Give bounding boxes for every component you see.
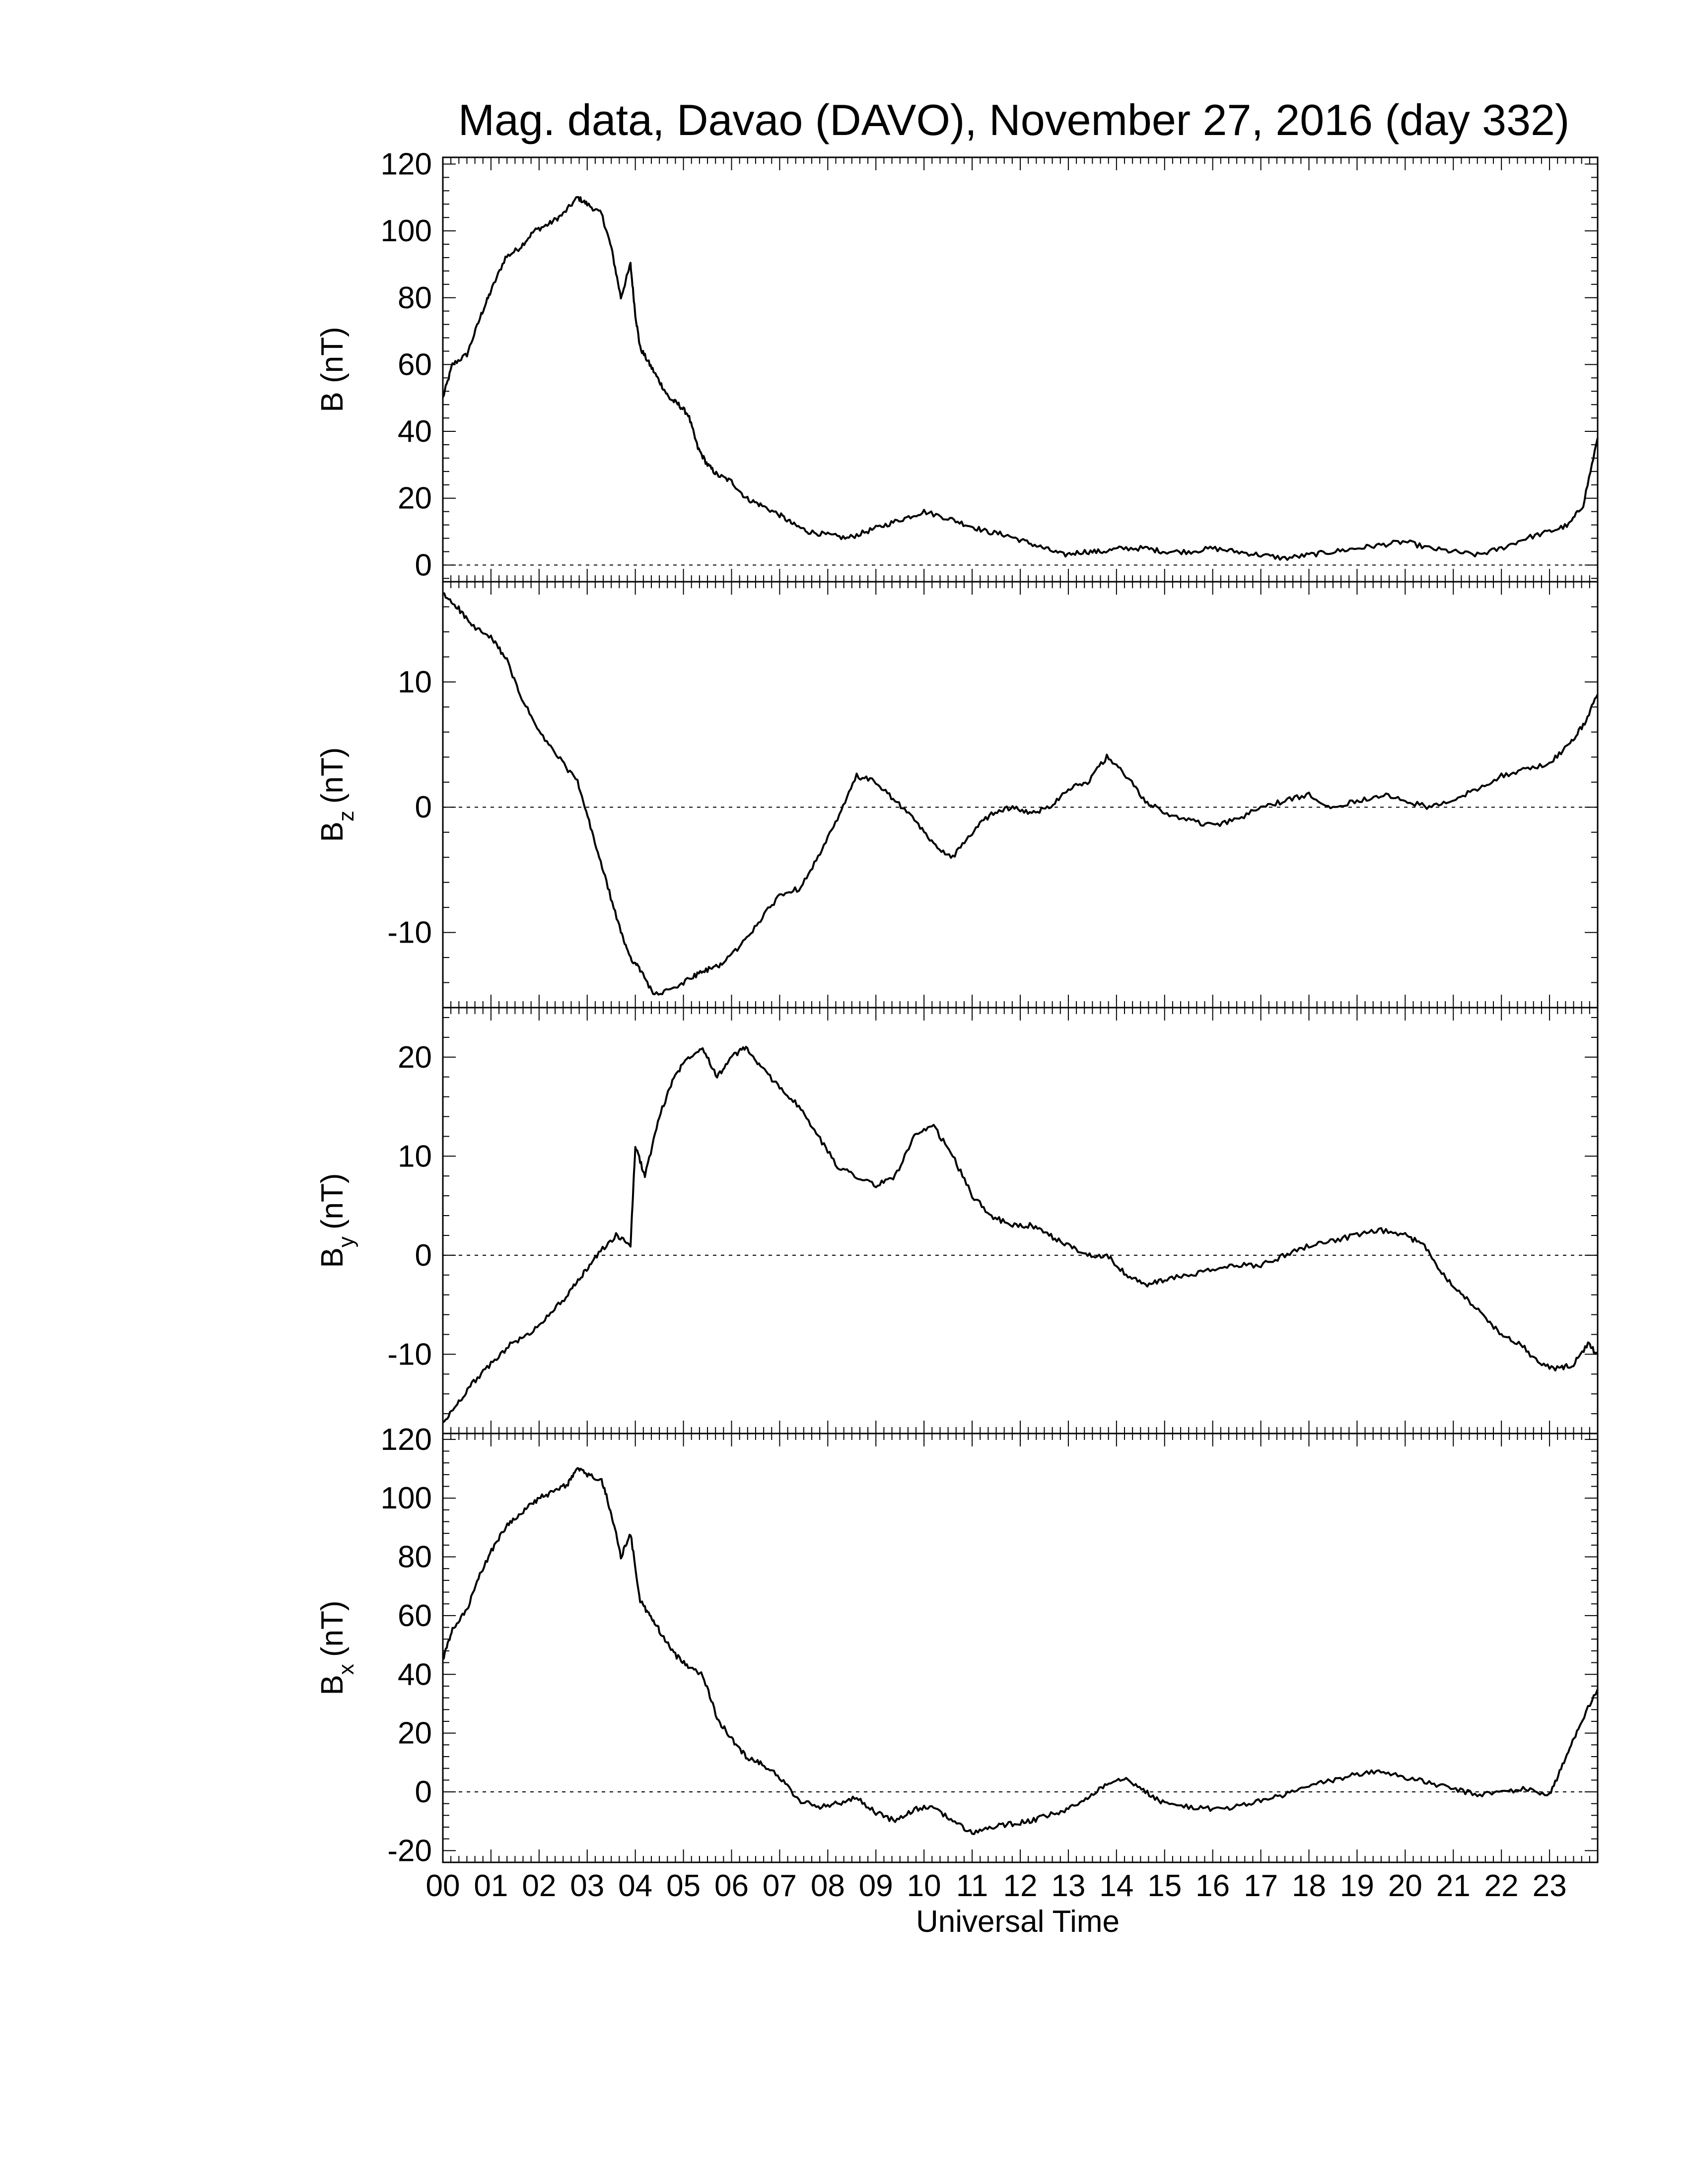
x-axis-label: Universal Time [916,1905,1120,1939]
y-tick-label: 120 [381,1423,432,1457]
y-tick-label: 80 [398,281,432,315]
y-axis-label: Bx(nT) [315,1600,358,1695]
series-line-0 [442,1046,1599,1424]
x-tick-label: 12 [1003,1869,1038,1903]
panel-3: -20 0 20 40 60 80 100 120 Bx(nT) [315,1423,1599,1868]
y-tick-label: 60 [398,347,432,382]
panel-frame [442,1007,1599,1434]
x-tick-label: 09 [859,1869,893,1903]
x-tick-label: 10 [907,1869,941,1903]
x-tick-label: 04 [618,1869,652,1903]
x-tick-label: 03 [570,1869,604,1903]
y-tick-label: 40 [398,1657,432,1692]
y-tick-label: 20 [398,481,432,516]
y-tick-label: 20 [398,1040,432,1075]
chart-title: Mag. data, Davao (DAVO), November 27, 20… [458,95,1570,144]
x-tick-label: 05 [666,1869,701,1903]
y-tick-label: 100 [381,214,432,248]
panel-0: 0 20 40 60 80 100 120 B (nT) [315,147,1599,583]
y-tick-label: 20 [398,1716,432,1751]
series-line-0 [442,1467,1599,1836]
y-tick-label: -10 [387,1337,432,1371]
panel-2: -10 0 10 20 By(nT) [315,1007,1599,1434]
x-tick-label: 08 [811,1869,845,1903]
x-tick-label: 01 [474,1869,508,1903]
x-tick-label: 00 [426,1869,460,1903]
x-tick-label: 06 [714,1869,749,1903]
x-tick-label: 02 [522,1869,556,1903]
x-tick-label: 22 [1484,1869,1519,1903]
x-tick-label: 18 [1292,1869,1326,1903]
y-tick-label: 10 [398,1139,432,1173]
y-axis-label: Bz(nT) [315,747,358,842]
x-tick-labels: 00 01 02 03 04 05 06 07 08 09 10 11 12 13 14 15 16 17 18 19… [426,1869,1567,1903]
y-axis-label: By(nT) [315,1173,358,1268]
x-tick-label: 14 [1099,1869,1133,1903]
x-tick-label: 23 [1533,1869,1567,1903]
y-tick-label: 0 [415,790,432,824]
panels: 0 20 40 60 80 100 120 B (nT) -10 0 10 Bz(nT) -10 0 10 2… [315,147,1599,1868]
x-tick-label: 21 [1436,1869,1471,1903]
y-tick-label: 40 [398,414,432,449]
y-tick-label: 60 [398,1599,432,1633]
x-tick-label: 07 [763,1869,797,1903]
panel-frame [442,156,1599,583]
x-tick-label: 20 [1388,1869,1422,1903]
panel-1: -10 0 10 Bz(nT) [315,581,1599,1009]
series-line-0 [442,592,1599,996]
y-tick-label: 0 [415,548,432,582]
x-tick-label: 13 [1051,1869,1085,1903]
y-tick-label: 120 [381,147,432,181]
x-tick-label: 17 [1244,1869,1278,1903]
y-tick-label: 100 [381,1481,432,1515]
panel-frame [442,1433,1599,1863]
panel-frame [442,581,1599,1009]
y-tick-label: -20 [387,1834,432,1868]
y-tick-label: 10 [398,665,432,699]
y-tick-label: -10 [387,916,432,950]
x-tick-label: 19 [1340,1869,1374,1903]
y-tick-label: 0 [415,1775,432,1809]
x-tick-label: 15 [1147,1869,1182,1903]
x-tick-label: 11 [956,1869,988,1903]
y-tick-label: 80 [398,1540,432,1574]
series-line-0 [442,196,1599,561]
y-axis-label: B (nT) [315,327,350,412]
x-tick-label: 16 [1196,1869,1230,1903]
y-tick-label: 0 [415,1238,432,1273]
